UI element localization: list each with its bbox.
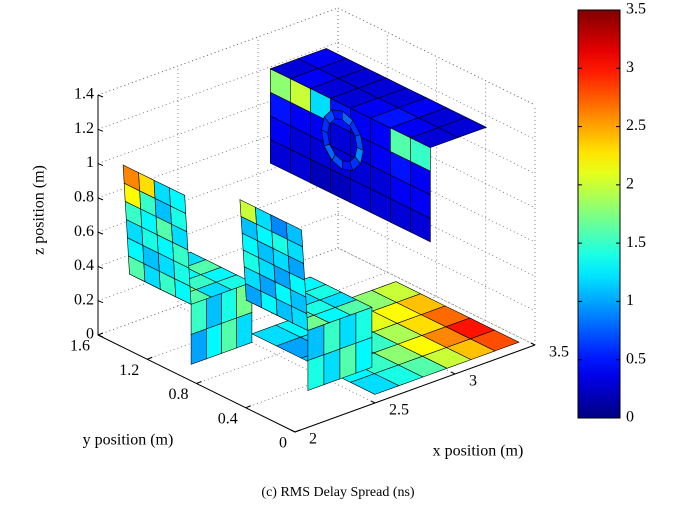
x-tick-label: 2.5 bbox=[389, 402, 409, 419]
colorbar-tick-label: 1.5 bbox=[626, 234, 646, 251]
z-tick bbox=[98, 301, 103, 303]
y-tick bbox=[246, 406, 251, 408]
y-tick bbox=[98, 333, 103, 335]
surface-patch bbox=[324, 349, 340, 385]
z-tick bbox=[98, 129, 103, 131]
y-tick bbox=[147, 357, 152, 359]
colorbar-tick-label: 1 bbox=[626, 292, 634, 309]
surface-patch bbox=[356, 337, 372, 373]
x-tick bbox=[531, 343, 535, 345]
x-tick bbox=[291, 430, 295, 432]
x-tick-label: 3 bbox=[469, 373, 477, 390]
surface-patch bbox=[356, 307, 372, 343]
surface-patch bbox=[191, 329, 206, 365]
colorbar-tick-label: 3.5 bbox=[626, 1, 646, 18]
surface-patch bbox=[308, 355, 324, 391]
z-tick-label: 0.4 bbox=[74, 257, 94, 274]
surface-patch bbox=[191, 299, 206, 335]
surface-patch bbox=[340, 343, 356, 379]
y-tick-label: 0.8 bbox=[169, 386, 189, 403]
surface-patch bbox=[324, 319, 340, 355]
z-tick bbox=[98, 164, 103, 166]
x-tick bbox=[451, 372, 455, 374]
x-tick bbox=[371, 401, 375, 403]
colorbar-tick-label: 2 bbox=[626, 176, 634, 193]
z-tick bbox=[98, 232, 103, 234]
colorbar-tick-label: 0.5 bbox=[626, 350, 646, 367]
surface-patch bbox=[206, 293, 221, 329]
colorbar-tick-label: 0 bbox=[626, 409, 634, 426]
z-tick-label: 1 bbox=[86, 154, 94, 171]
z-tick bbox=[98, 95, 103, 97]
z-axis-label: z position (m) bbox=[31, 165, 48, 255]
y-tick bbox=[295, 430, 300, 432]
surface-patch bbox=[340, 313, 356, 349]
colorbar-tick-label: 3 bbox=[626, 59, 634, 76]
y-tick bbox=[197, 382, 202, 384]
x-tick-label: 3.5 bbox=[549, 344, 569, 361]
z-tick-label: 0.2 bbox=[74, 291, 94, 308]
z-tick-label: 0.8 bbox=[74, 189, 94, 206]
x-axis-label: x position (m) bbox=[433, 443, 524, 460]
z-tick-label: 1.2 bbox=[74, 120, 94, 137]
surface-patch bbox=[222, 288, 237, 324]
z-tick-label: 1.4 bbox=[74, 86, 94, 103]
surface-patch bbox=[237, 312, 252, 348]
surface-patch bbox=[222, 318, 237, 354]
z-tick bbox=[98, 198, 103, 200]
colorbar bbox=[578, 10, 620, 418]
colorbar-tick-label: 2.5 bbox=[626, 117, 646, 134]
caption: (c) RMS Delay Spread (ns) bbox=[261, 485, 415, 500]
y-tick-label: 1.6 bbox=[70, 338, 90, 355]
surface-patch bbox=[308, 325, 324, 361]
z-tick-label: 0.6 bbox=[74, 223, 94, 240]
y-tick-label: 0.4 bbox=[218, 410, 238, 427]
y-tick-label: 1.2 bbox=[119, 362, 139, 379]
y-axis-label: y position (m) bbox=[83, 432, 174, 449]
surface-patch bbox=[206, 323, 221, 359]
x-tick-label: 2 bbox=[309, 431, 317, 448]
chart: z position (m) y position (m) x position… bbox=[0, 0, 675, 507]
y-tick-label: 0 bbox=[279, 435, 287, 452]
z-tick bbox=[98, 266, 103, 268]
